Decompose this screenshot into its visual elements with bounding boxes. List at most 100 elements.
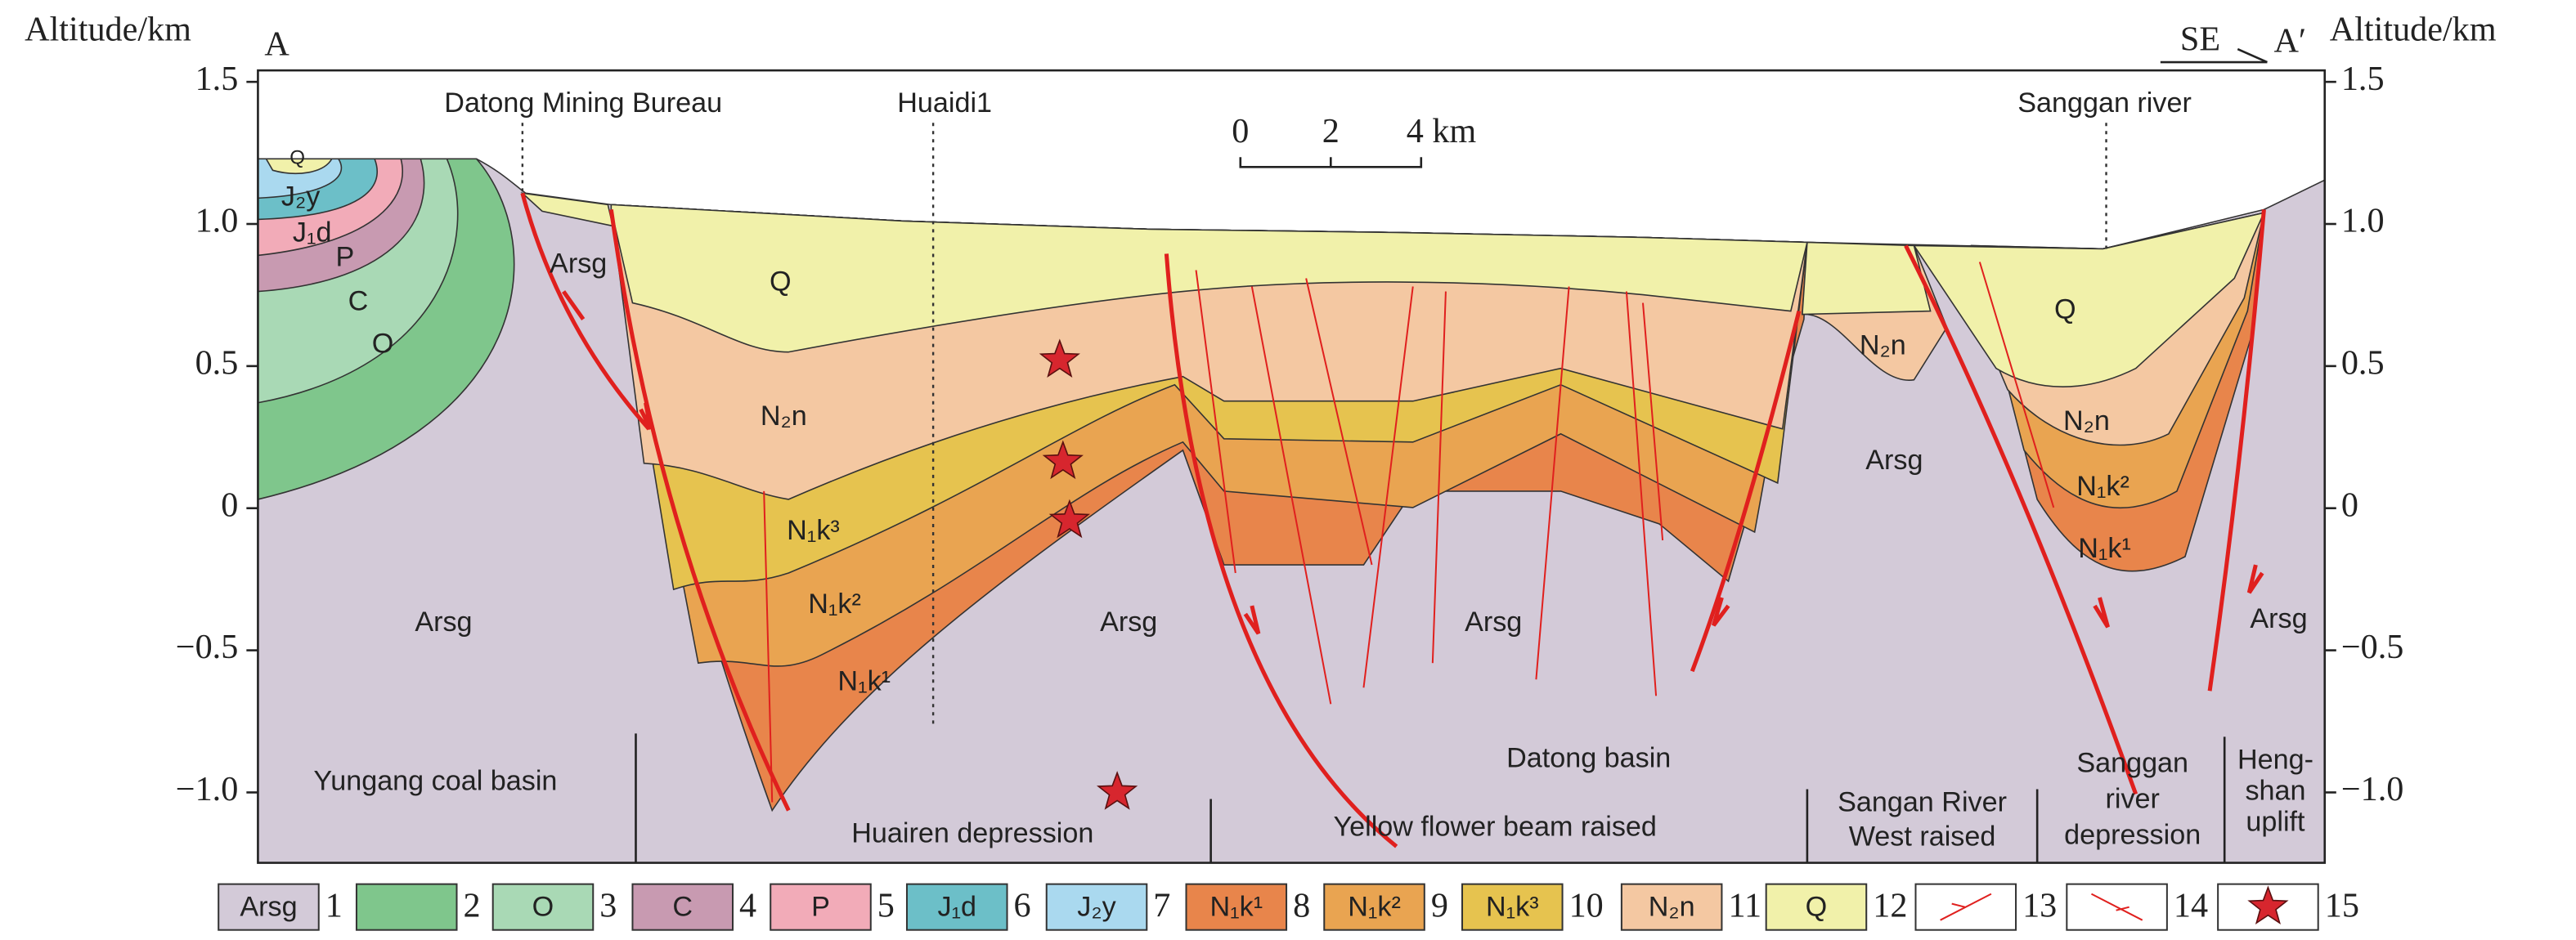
legend-label: N₂n [1649, 892, 1695, 923]
layer-label: N₁k² [2076, 471, 2129, 502]
section-end: A′ [2273, 22, 2306, 60]
legend-number: 10 [1569, 886, 1604, 924]
y-tick-label: 1.0 [195, 202, 239, 240]
legend-number: 3 [599, 886, 617, 924]
fault-arrow [562, 290, 2264, 635]
layer-label: N₂n [2063, 405, 2110, 436]
scale-label: 2 [1322, 112, 1340, 150]
y-tick-label: 0 [221, 486, 238, 524]
y-tick-label: 1.0 [2341, 202, 2385, 240]
y-tick-label: 1.5 [195, 60, 239, 98]
minor-fault [763, 262, 2055, 803]
fault [1904, 244, 2138, 795]
well-label: Datong Mining Bureau [444, 87, 722, 119]
frame [257, 69, 2327, 864]
region-label: depression [2064, 820, 2201, 851]
section-start: A [264, 25, 289, 64]
y-tick-label: −0.5 [2341, 628, 2404, 666]
layer-label: N₁k¹ [2078, 533, 2131, 564]
layer-label: Q [770, 266, 792, 298]
legend-label: N₁k² [1348, 892, 1401, 923]
layer-label: N₂n [1860, 330, 1906, 361]
legend-swatch [1461, 883, 1564, 931]
legend-number: 1 [325, 886, 343, 924]
axis-title: Altitude/km [25, 11, 191, 49]
legend-swatch [218, 883, 320, 931]
legend-swatch [491, 883, 595, 931]
legend-swatch [355, 883, 458, 931]
region-label: Sangan River [1838, 787, 2007, 818]
legend-swatch [1045, 883, 1148, 931]
legend-number: 7 [1153, 886, 1170, 924]
fault [2207, 209, 2266, 692]
direction: SE [2180, 20, 2220, 59]
layer-q [265, 158, 334, 175]
axis-title: Altitude/km [2330, 11, 2497, 49]
legend-number: 8 [1293, 886, 1310, 924]
layer-label: C [348, 286, 369, 317]
layer-label: Arsg [1100, 607, 1157, 638]
fault [520, 192, 651, 431]
y-tick-label: 0.5 [2341, 344, 2385, 383]
drawing: 0 2 4 km Altitude/km Altitude/km A SE A′… [25, 11, 2497, 931]
legend-swatch [1765, 883, 1868, 931]
layer-label: N₂n [761, 401, 807, 432]
legend-number: 13 [2022, 886, 2057, 924]
layer-label: Arsg [1865, 445, 1923, 476]
legend-swatch [631, 883, 734, 931]
legend-label: Q [1806, 892, 1828, 923]
region-label: uplift [2246, 807, 2305, 838]
legend-label: Arsg [240, 892, 297, 923]
layer-label: J₂y [281, 181, 320, 212]
region-label: Huairen depression [851, 818, 1093, 849]
scale-label: 4 km [1407, 112, 1477, 150]
layer-label: P [335, 242, 354, 273]
legend-label: N₁k¹ [1209, 892, 1263, 923]
legend-label: C [672, 892, 693, 923]
layer-q [610, 204, 1808, 353]
region-label: Sanggan [2076, 747, 2188, 778]
legend-number: 12 [1873, 886, 1907, 924]
region-label: Yungang coal basin [313, 765, 557, 796]
legend-number: 14 [2174, 886, 2208, 924]
layer-label: N₁k² [808, 589, 861, 620]
layer-label: Arsg [1465, 607, 1522, 638]
well-label: Huaidi1 [897, 87, 992, 119]
legend-icon [2090, 893, 2143, 921]
well-label: Sanggan river [2017, 87, 2192, 119]
legend-number: 11 [1728, 886, 1761, 924]
layer-q [1802, 241, 1932, 316]
fault [1164, 253, 1398, 848]
layer-q [1912, 212, 2265, 388]
legend-number: 4 [739, 886, 756, 924]
legend-label: O [532, 892, 554, 923]
layer-label: Q [289, 147, 305, 169]
fault [608, 209, 791, 812]
direction-arrow [2160, 47, 2268, 64]
layer-label: O [372, 329, 394, 360]
region-label: Datong basin [1506, 742, 1671, 773]
legend-icon [1940, 893, 1992, 921]
layer-label: J₁d [293, 217, 332, 248]
legend-number: 2 [464, 886, 481, 924]
region-label: river [2105, 784, 2159, 815]
legend-swatch [905, 883, 1008, 931]
legend-swatch [1323, 883, 1425, 931]
region-label: Yellow flower beam raised [1333, 812, 1656, 843]
legend-number: 6 [1014, 886, 1031, 924]
layer-label: N₁k³ [787, 515, 840, 546]
legend-number: 15 [2325, 886, 2359, 924]
layer-label: Q [2054, 294, 2076, 325]
y-tick-label: −0.5 [176, 628, 239, 666]
legend-swatch [770, 883, 872, 931]
y-tick-label: −1.0 [2341, 770, 2404, 808]
legend-label: P [811, 892, 830, 923]
layer-label: N₁k¹ [837, 665, 891, 696]
layer-label: Arsg [2250, 603, 2307, 634]
scale-bar [1239, 157, 1423, 168]
legend-label: J₁d [937, 892, 976, 923]
region-divider [635, 733, 2226, 863]
layer-label: Arsg [415, 607, 472, 638]
region-label: West raised [1849, 821, 1996, 853]
